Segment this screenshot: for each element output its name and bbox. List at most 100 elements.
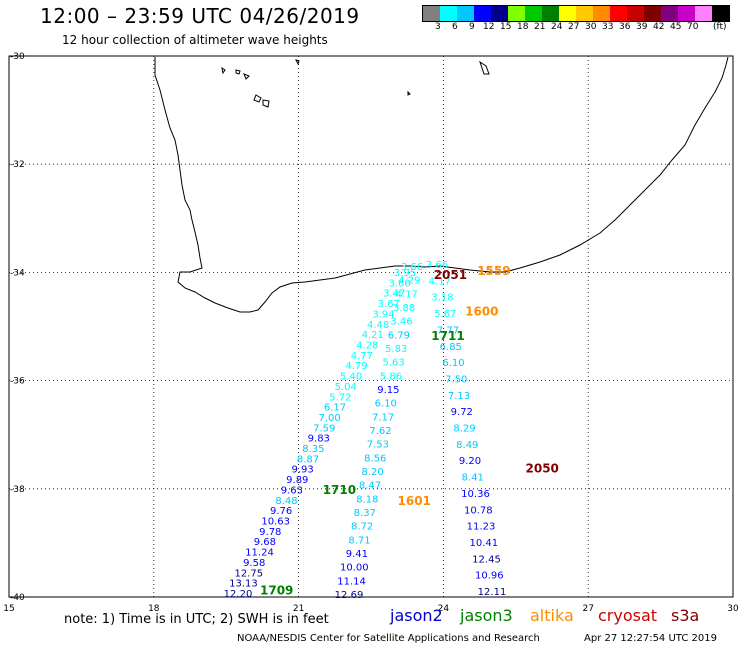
color-scale-label: 30	[585, 22, 597, 32]
latitude-label: -38	[10, 485, 25, 495]
wave-height-value: 11.23	[467, 522, 496, 533]
longitude-label: 27	[582, 604, 593, 614]
wave-height-value: 3.95	[394, 268, 416, 279]
wave-height-value: 9.68	[254, 537, 276, 548]
color-scale-label: 12	[483, 22, 495, 32]
color-scale-label: 27	[568, 22, 580, 32]
wave-height-value: 8.71	[348, 535, 370, 546]
wave-height-value: 9.20	[459, 456, 481, 467]
wave-height-value: 8.18	[356, 494, 378, 505]
wave-height-value: 9.72	[451, 407, 473, 418]
wave-height-value: 11.14	[337, 576, 366, 587]
color-scale-label: 70	[687, 22, 699, 32]
legend-altika: altika	[530, 606, 574, 625]
footer-note: note: 1) Time is in UTC; 2) SWH is in fe…	[64, 612, 329, 627]
wave-height-value: 8.48	[275, 496, 297, 507]
map-title: 12:00 – 23:59 UTC 04/26/2019	[40, 4, 360, 28]
wave-height-value: 10.96	[475, 571, 504, 582]
wave-height-value: 8.29	[453, 424, 475, 435]
gridlines	[9, 56, 733, 597]
wave-height-value: 7.59	[313, 423, 335, 434]
footer-credit: NOAA/NESDIS Center for Satellite Applica…	[237, 633, 540, 644]
color-scale-label: 42	[653, 22, 665, 32]
color-swatch	[712, 6, 729, 21]
wave-height-value: 5.63	[382, 358, 404, 369]
wave-height-value: 5.72	[329, 392, 351, 403]
wave-height-value: 6.85	[440, 342, 462, 353]
wave-height-value: 7.00	[318, 413, 340, 424]
wave-height-value: 7.77	[437, 325, 459, 336]
wave-height-value: 4.21	[362, 330, 384, 341]
wave-height-value: 8.20	[361, 467, 383, 478]
wave-height-value: 6.10	[442, 358, 464, 369]
wave-height-value: 8.87	[297, 454, 319, 465]
wave-height-value: 3.46	[390, 317, 412, 328]
wave-height-value: 9.76	[270, 506, 292, 517]
wave-height-value: 4.79	[345, 361, 367, 372]
wave-height-value: 5.86	[380, 371, 402, 382]
color-swatch	[457, 6, 474, 21]
axis-labels: 15 18 21 24 27 30 -30 -32 -34 -36 -38 -40	[3, 52, 739, 614]
footer-timestamp: Apr 27 12:27:54 UTC 2019	[584, 633, 717, 644]
wave-height-value: 3.88	[393, 303, 415, 314]
color-swatch	[491, 6, 508, 21]
wave-height-value: 8.72	[351, 522, 373, 533]
wave-height-value: 3.60	[388, 278, 410, 289]
wave-height-value: 10.63	[261, 517, 290, 528]
wave-height-value: 3.94	[372, 309, 394, 320]
color-scale-label: 15	[500, 22, 512, 32]
wave-height-value: 8.47	[359, 481, 381, 492]
color-scale-label: 9	[469, 22, 475, 32]
wave-height-value: 4.48	[367, 320, 389, 331]
wave-height-value: 9.15	[377, 385, 399, 396]
wave-height-value: 7.17	[372, 412, 394, 423]
wave-height-value: 3.66	[426, 260, 448, 271]
wave-height-value: 5.67	[434, 309, 456, 320]
wave-height-value: 8.35	[302, 444, 324, 455]
color-swatch	[559, 6, 576, 21]
wave-height-value: 7.50	[445, 374, 467, 385]
pass-time-label: 1710	[323, 483, 356, 497]
color-swatch	[576, 6, 593, 21]
color-scale-bar	[422, 5, 730, 22]
wave-height-value: 9.83	[308, 434, 330, 445]
longitude-label: 24	[438, 604, 450, 614]
latitude-label: -32	[10, 160, 25, 170]
color-swatch	[542, 6, 559, 21]
color-swatch	[440, 6, 457, 21]
latitude-label: -34	[10, 268, 25, 278]
coastline	[154, 56, 729, 313]
wave-height-value: 9.41	[346, 549, 368, 560]
wave-height-value: 12.20	[224, 589, 253, 600]
color-swatch	[661, 6, 678, 21]
wave-height-value: 13.13	[229, 579, 258, 590]
pass-time-label: 2051	[434, 268, 467, 282]
wave-height-value: 5.04	[335, 382, 357, 393]
latitude-label: -30	[10, 52, 25, 62]
wave-height-value: 10.78	[464, 505, 493, 516]
wave-height-value: 8.41	[462, 473, 484, 484]
wave-height-value: 6.17	[324, 403, 346, 414]
color-swatch	[678, 6, 695, 21]
color-scale-label: 24	[551, 22, 563, 32]
color-swatch	[610, 6, 627, 21]
longitude-label: 30	[727, 604, 739, 614]
wave-height-value: 11.24	[245, 548, 274, 559]
color-swatch	[644, 6, 661, 21]
wave-height-value: 12.11	[478, 587, 507, 598]
wave-height-value: 4.17	[396, 289, 418, 300]
map-subtitle: 12 hour collection of altimeter wave hei…	[62, 33, 328, 47]
wave-height-value: 3.18	[431, 293, 453, 304]
color-scale-label: 39	[636, 22, 648, 32]
wave-height-value: 7.62	[369, 426, 391, 437]
wave-height-value: 4.28	[356, 341, 378, 352]
wave-height-value: 4.17	[429, 276, 451, 287]
legend-jason3: jason3	[460, 606, 513, 625]
wave-height-value: 8.56	[364, 453, 386, 464]
pass-time-label: 1709	[260, 583, 293, 597]
wave-height-value: 10.36	[461, 489, 490, 500]
wave-height-value: 9.89	[286, 475, 308, 486]
color-swatch	[627, 6, 644, 21]
